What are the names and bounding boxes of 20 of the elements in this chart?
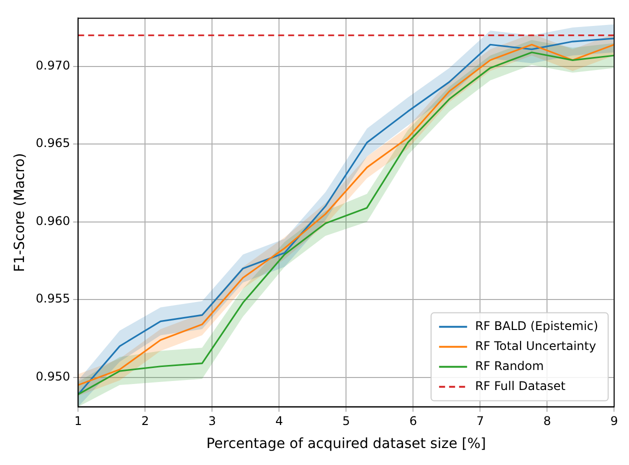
- legend-label: RF Random: [475, 358, 544, 373]
- x-tick-label: 7: [476, 414, 484, 428]
- y-tick-label: 0.955: [36, 292, 70, 306]
- y-tick-label: 0.960: [36, 214, 70, 228]
- y-tick-label: 0.965: [36, 136, 70, 150]
- x-tick-label: 2: [141, 414, 149, 428]
- legend-label: RF Total Uncertainty: [475, 338, 596, 353]
- legend-label: RF Full Dataset: [475, 378, 566, 393]
- y-axis-title: F1-Score (Macro): [12, 153, 28, 272]
- x-axis-title: Percentage of acquired dataset size [%]: [206, 436, 486, 452]
- x-tick-label: 6: [409, 414, 417, 428]
- legend-label: RF BALD (Epistemic): [475, 318, 598, 333]
- y-tick-label: 0.970: [36, 58, 70, 73]
- x-tick-label: 8: [543, 414, 551, 428]
- x-tick-label: 3: [208, 414, 216, 428]
- x-tick-label: 1: [74, 414, 82, 428]
- x-tick-label: 9: [610, 414, 618, 428]
- x-tick-label: 5: [342, 414, 350, 428]
- y-tick-label: 0.950: [36, 369, 70, 384]
- x-tick-label: 4: [275, 414, 283, 428]
